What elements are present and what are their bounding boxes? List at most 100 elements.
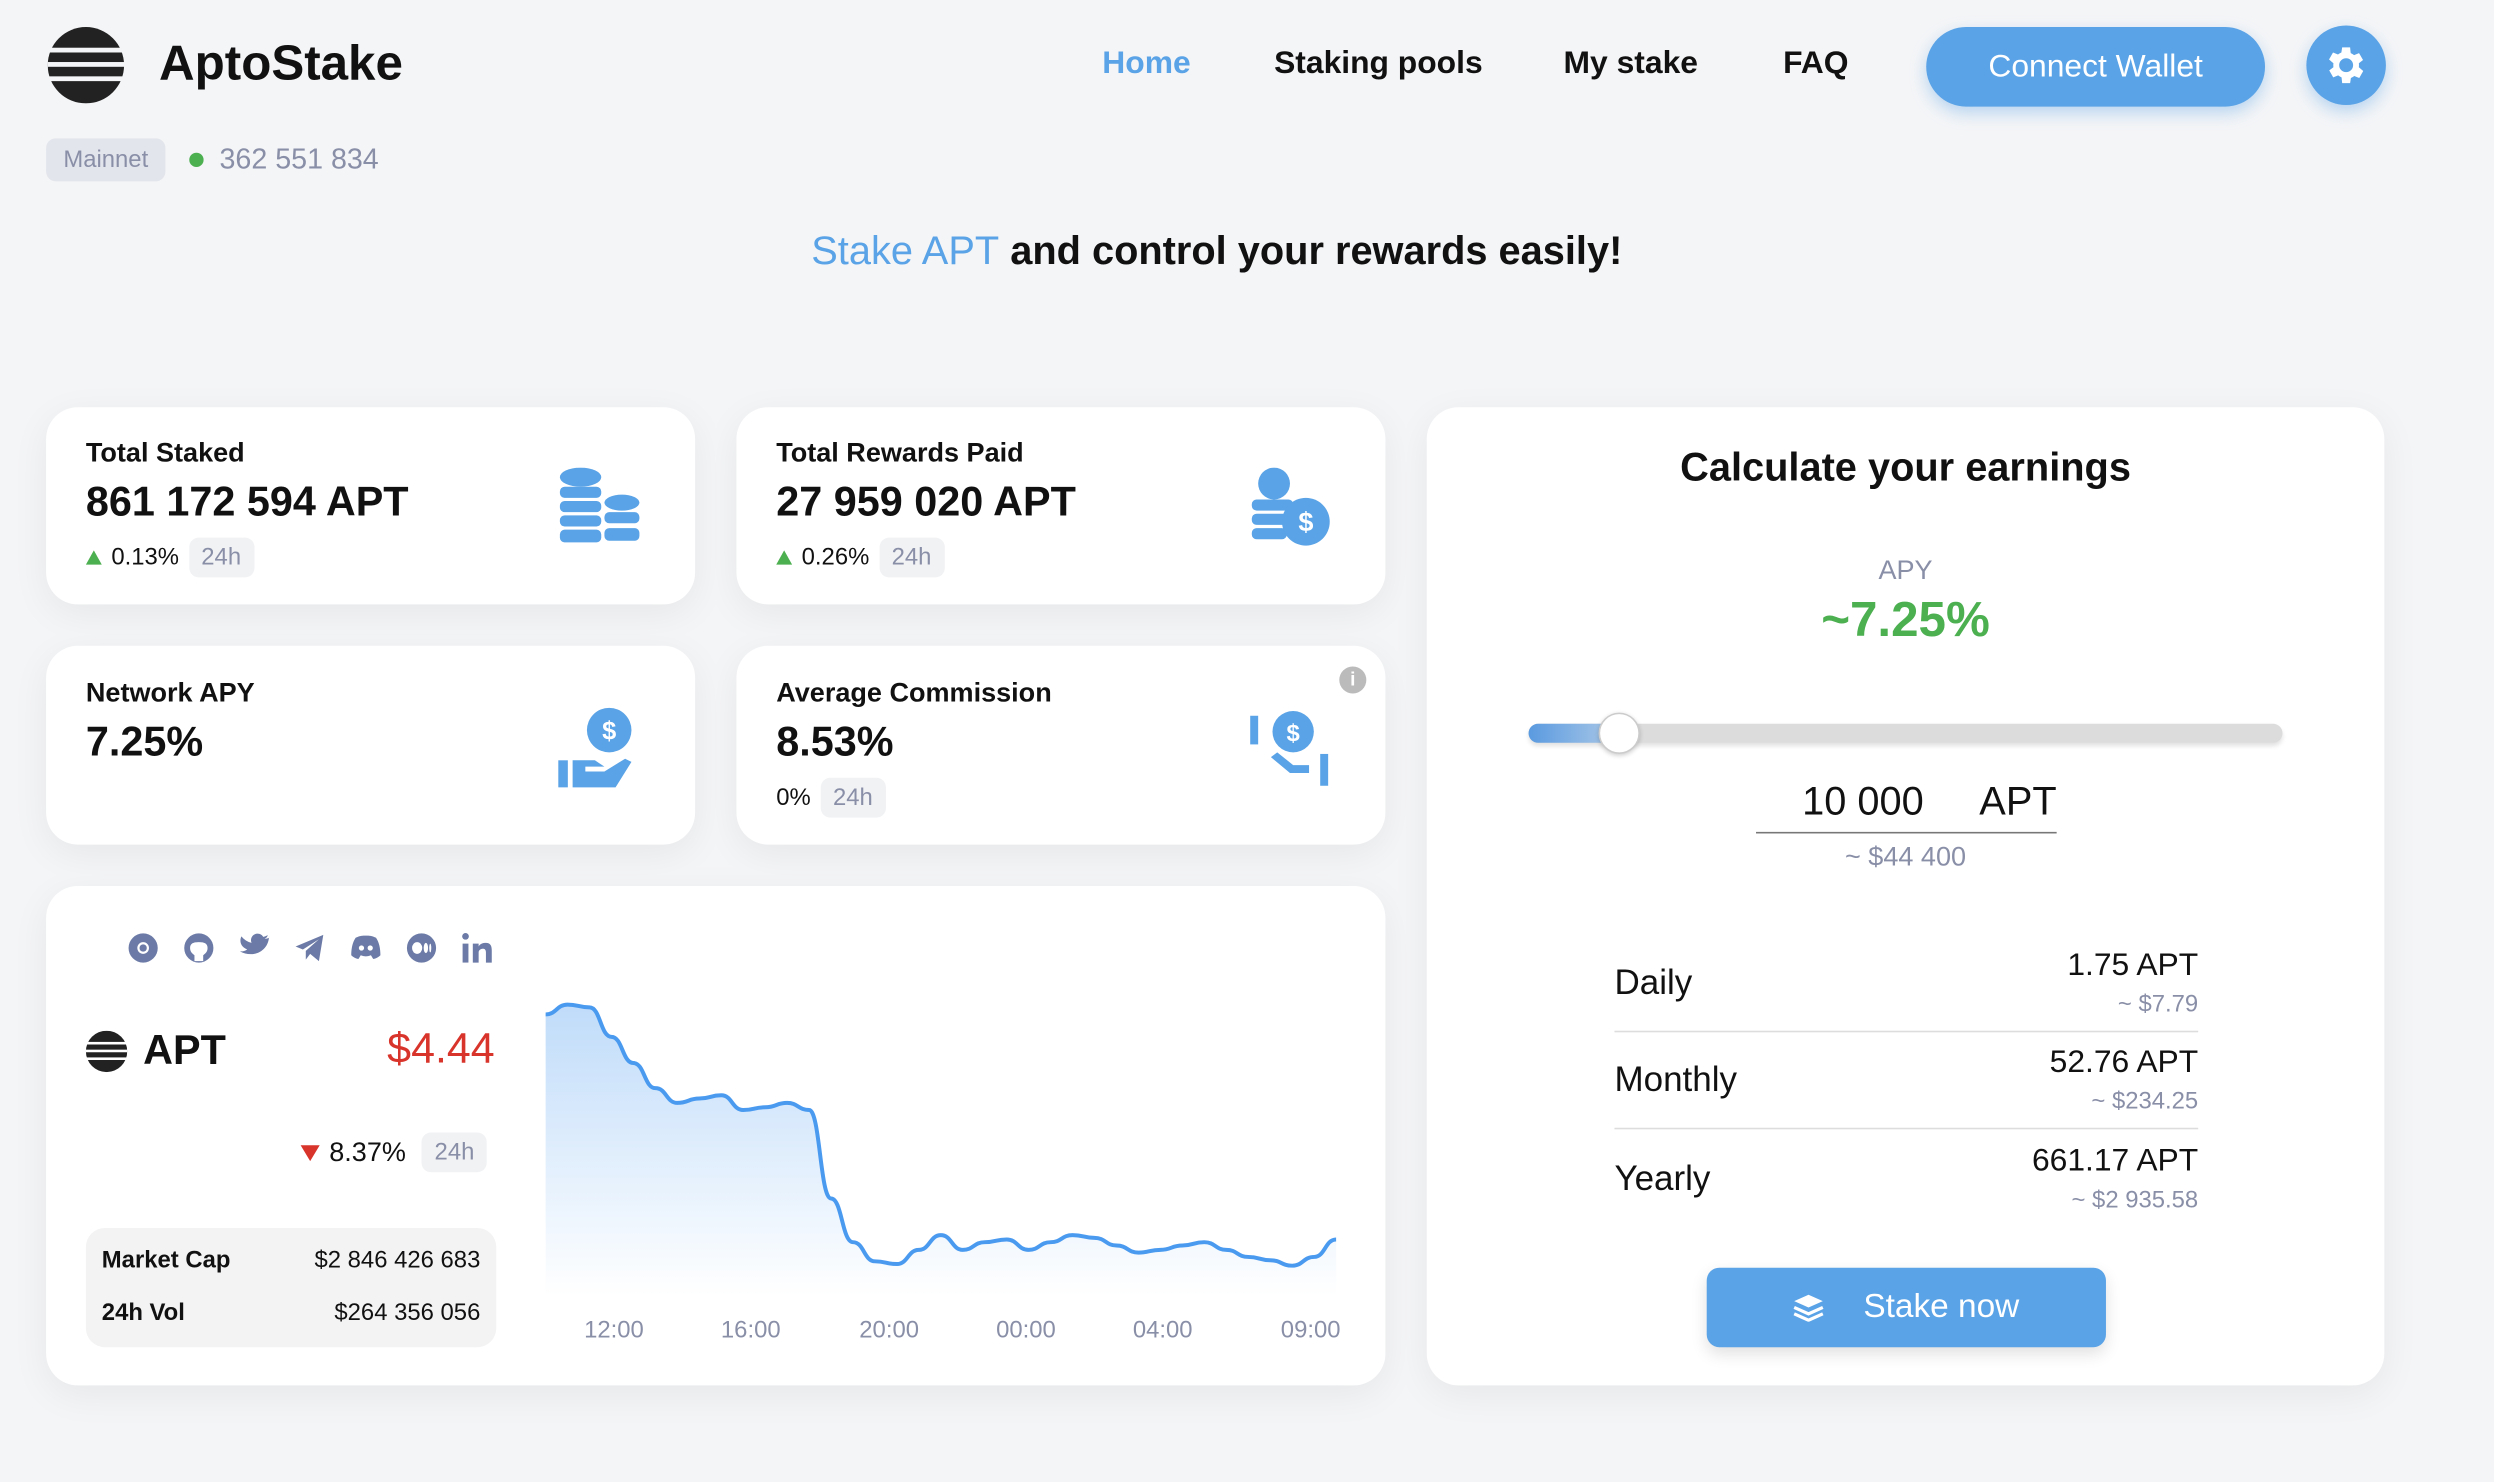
nav-home[interactable]: Home (1102, 46, 1191, 82)
earnings-row-daily: Daily 1.75 APT ~ $7.79 (1614, 938, 2199, 1033)
earnings-usd: ~ $7.79 (2117, 990, 2199, 1018)
market-cap-value: $2 846 426 683 (314, 1247, 481, 1275)
earnings-apt: 52.76 APT (2049, 1045, 2199, 1081)
change-value: 0.13% (111, 543, 180, 572)
gear-icon (2329, 47, 2364, 84)
stat-value: 7.25% (85, 717, 204, 766)
twitter-icon[interactable] (237, 931, 272, 966)
settings-button[interactable] (2306, 25, 2386, 105)
hero-highlight: Stake APT (811, 229, 1000, 274)
amount-usd: ~ $44 400 (1844, 841, 1967, 872)
stat-value: 27 959 020 APT (776, 477, 1076, 525)
earnings-apt: 661.17 APT (2031, 1143, 2199, 1179)
amount-value: 10 000 (1802, 779, 1924, 824)
x-tick: 20:00 (859, 1317, 920, 1345)
price-change: 8.37% 24h (300, 1132, 488, 1173)
earnings-row-monthly: Monthly 52.76 APT ~ $234.25 (1614, 1034, 2199, 1130)
token-price: $4.44 (387, 1024, 495, 1073)
period-name: Monthly (1614, 1059, 1738, 1100)
stat-change: 0.26% 24h (776, 537, 945, 578)
stat-card-total-rewards: Total Rewards Paid 27 959 020 APT 0.26% 2… (736, 407, 1386, 605)
x-tick: 04:00 (1132, 1317, 1193, 1345)
chart-line (545, 1002, 1337, 1268)
stat-label: Total Rewards Paid (776, 437, 1024, 468)
chrome-icon[interactable] (126, 931, 161, 966)
x-tick: 00:00 (996, 1317, 1056, 1345)
x-tick: 09:00 (1280, 1317, 1341, 1345)
coins-dollar-icon: $ (1251, 467, 1330, 546)
status-dot (189, 152, 204, 168)
market-cap-label: Market Cap (101, 1247, 231, 1275)
volume-value: $264 356 056 (334, 1299, 481, 1327)
stat-label: Total Staked (85, 437, 245, 468)
svg-text:$: $ (1287, 720, 1300, 747)
volume-label: 24h Vol (101, 1299, 185, 1327)
block-height: 362 551 834 (219, 143, 379, 175)
arrow-up-icon (776, 550, 793, 565)
connect-wallet-button[interactable]: Connect Wallet (1926, 27, 2266, 107)
stat-card-network-apy: Network APY 7.25% $ (46, 645, 696, 845)
amount-unit: APT (1979, 779, 2057, 824)
stat-value: 861 172 594 APT (85, 477, 409, 525)
stat-change: 0% 24h (776, 777, 886, 818)
earnings-usd: ~ $2 935.58 (2071, 1186, 2199, 1214)
earnings-usd: ~ $234.25 (2091, 1087, 2199, 1116)
calculator-card (1426, 407, 2385, 1386)
earnings-apt: 1.75 APT (2067, 947, 2199, 983)
hero-text: and control your rewards easily! (1010, 229, 1623, 274)
github-icon[interactable] (181, 931, 216, 966)
amount-slider[interactable] (1528, 712, 2283, 754)
stake-now-label: Stake now (1863, 1288, 2020, 1325)
svg-text:$: $ (602, 718, 616, 746)
nav-staking-pools[interactable]: Staking pools (1274, 46, 1483, 82)
change-value: 8.37% (329, 1136, 406, 1167)
price-chart (545, 1002, 1337, 1297)
apy-value: ~7.25% (1821, 591, 1990, 648)
hero-heading: Stake APT and control your rewards easil… (0, 229, 2434, 275)
aptos-logo-icon (47, 27, 125, 104)
arrow-down-icon (300, 1144, 320, 1161)
app-name: AptoStake (159, 34, 403, 91)
stake-now-button[interactable]: Stake now (1706, 1267, 2106, 1348)
apy-label: APY (1878, 555, 1933, 586)
nav-my-stake[interactable]: My stake (1563, 46, 1698, 82)
medium-icon[interactable] (404, 931, 439, 966)
hand-dollar-icon: $ (558, 707, 632, 788)
period-badge: 24h (878, 537, 945, 578)
x-tick: 16:00 (720, 1317, 781, 1345)
svg-text:$: $ (1298, 507, 1313, 537)
earnings-row-yearly: Yearly 661.17 APT ~ $2 935.58 (1614, 1131, 2198, 1226)
slider-thumb[interactable] (1598, 712, 1640, 754)
change-value: 0.26% (801, 543, 870, 572)
info-icon[interactable]: i (1339, 666, 1367, 694)
stat-label: Network APY (85, 677, 255, 708)
stat-label: Average Commission (776, 677, 1052, 708)
linkedin-icon[interactable] (460, 931, 495, 966)
x-tick: 12:00 (584, 1317, 644, 1345)
period-badge: 24h (188, 537, 254, 578)
nav-faq[interactable]: FAQ (1783, 46, 1849, 82)
amount-input[interactable]: 10 000 APT (1756, 775, 2057, 834)
period-name: Yearly (1614, 1157, 1711, 1198)
apt-logo-icon (85, 1030, 128, 1073)
period-badge: 24h (820, 777, 886, 818)
telegram-icon[interactable] (293, 931, 328, 966)
stat-change: 0.13% 24h (85, 537, 254, 578)
period-name: Daily (1614, 962, 1693, 1003)
market-stats-box: Market Cap $2 846 426 683 24h Vol $264 3… (85, 1227, 497, 1348)
coins-stack-icon (559, 467, 640, 543)
stat-card-total-staked: Total Staked 861 172 594 APT 0.13% 24h (46, 407, 696, 605)
hand-coin-icon: $ (1250, 710, 1329, 786)
social-links (126, 931, 495, 966)
stat-card-average-commission: Average Commission 8.53% 0% 24h i $ (736, 645, 1386, 845)
layers-icon (1794, 1294, 1825, 1322)
change-value: 0% (776, 784, 811, 812)
chart-area (545, 1004, 1337, 1297)
network-badge: Mainnet (46, 138, 166, 182)
calculator-title: Calculate your earnings (1680, 445, 2131, 490)
period-badge: 24h (421, 1132, 488, 1173)
arrow-up-icon (85, 550, 102, 565)
discord-icon[interactable] (348, 931, 383, 966)
token-symbol: APT (143, 1025, 226, 1074)
stat-value: 8.53% (776, 717, 894, 766)
